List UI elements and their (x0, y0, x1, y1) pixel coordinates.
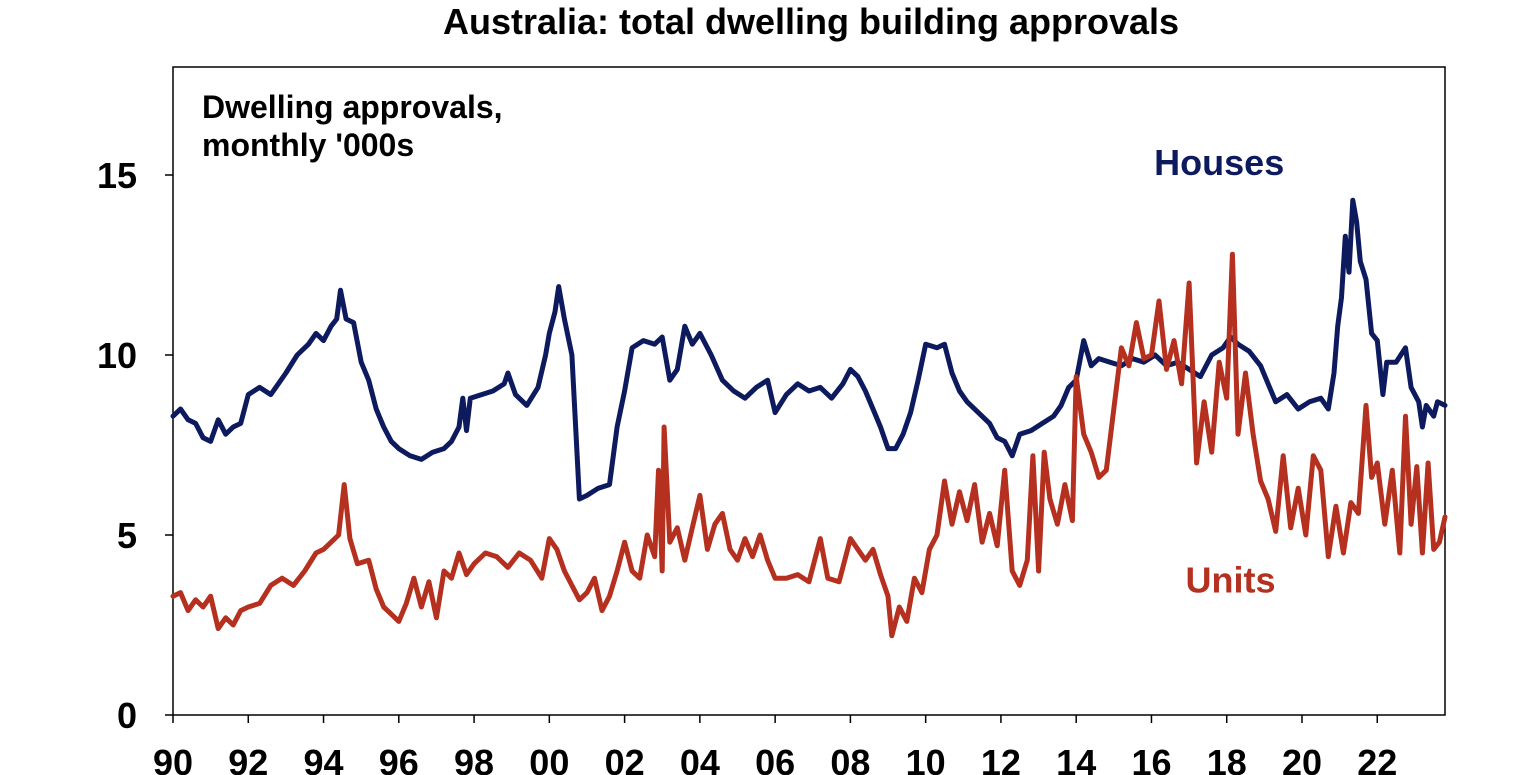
annotation-line-1: Dwelling approvals, (202, 89, 503, 125)
series-group (170, 197, 1448, 639)
x-tick-label: 22 (1357, 742, 1397, 775)
x-tick-label: 98 (454, 742, 494, 775)
x-tick-label: 04 (680, 742, 720, 775)
x-tick-label: 10 (906, 742, 946, 775)
x-tick-label: 02 (605, 742, 645, 775)
plot-frame (172, 66, 1446, 716)
x-tick-label: 90 (153, 742, 193, 775)
x-tick-label: 08 (830, 742, 870, 775)
y-tick-label: 15 (97, 155, 137, 196)
x-tick-label: 12 (981, 742, 1021, 775)
y-axis: 0 5 10 15 (97, 155, 173, 736)
y-tick-label: 0 (117, 695, 137, 736)
x-tick-label: 06 (755, 742, 795, 775)
x-tick-label: 18 (1207, 742, 1247, 775)
y-tick-label: 5 (117, 515, 137, 556)
series-labels: Houses Units (1154, 142, 1284, 601)
series-label-houses: Houses (1154, 142, 1284, 183)
y-tick-label: 10 (97, 335, 137, 376)
x-tick-label: 94 (304, 742, 344, 775)
x-tick-label: 14 (1056, 742, 1096, 775)
x-tick-label: 16 (1131, 742, 1171, 775)
annotation-line-2: monthly '000s (202, 127, 414, 163)
x-tick-label: 00 (529, 742, 569, 775)
x-tick-label: 96 (379, 742, 419, 775)
x-tick-label: 20 (1282, 742, 1322, 775)
chart-title: Australia: total dwelling building appro… (443, 1, 1179, 42)
series-line-houses (170, 197, 1448, 502)
chart-annotation: Dwelling approvals, monthly '000s (202, 89, 511, 163)
x-axis: 90 92 94 96 98 00 02 04 06 08 10 12 14 16 18 20 22 (153, 715, 1397, 775)
x-tick-label: 92 (228, 742, 268, 775)
series-line-units (170, 251, 1448, 639)
series-label-units: Units (1185, 560, 1275, 601)
